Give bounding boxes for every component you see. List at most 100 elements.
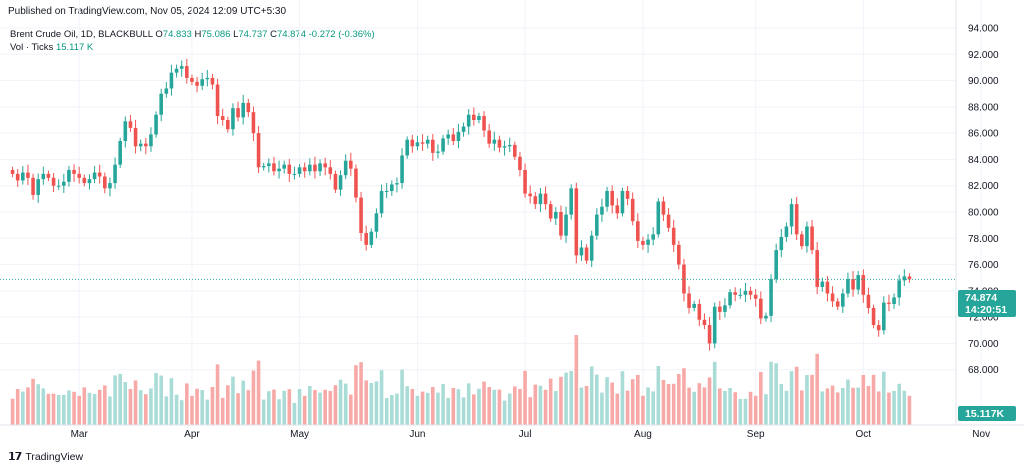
volume-bar [297,389,302,425]
candle-body [702,319,707,326]
price-tick-label: 92.000 [968,50,999,61]
volume-bar [472,394,476,425]
low-value: 74.737 [238,29,268,40]
volume-bar [887,392,891,425]
volume-bar [261,399,266,425]
candle-body [154,114,158,135]
candle-body [851,279,855,290]
volume-bar [518,389,522,425]
candle-body [825,281,830,294]
candle-body [856,275,860,290]
candle-body [759,298,763,319]
volume-bar [328,391,333,425]
candle-body [46,173,51,178]
candle-body [21,172,25,181]
volume-bar [764,394,768,425]
volume-bar [62,394,66,425]
bar-countdown: 14:20:51 [965,304,1007,316]
candle-body [876,325,881,331]
candle-body [159,93,163,115]
time-axis[interactable]: Mar Apr May Jun Jul Aug Sep Oct Nov [71,429,991,440]
ohlc-row: Brent Crude Oil, 1D, BLACKBULL O74.833 H… [10,28,375,41]
volume-bar [677,374,681,425]
footer-brand[interactable]: 𝟭𝟳 TradingView [8,450,83,464]
price-axis[interactable]: 94.000 92.000 90.000 88.000 86.000 84.000 82.0… [968,24,999,377]
last-price-value: 74.874 [965,292,997,304]
candle-body [77,173,81,178]
volume-bar [128,389,133,425]
volume-bar [431,387,435,425]
volume-bar [31,378,35,425]
candle-body [103,176,107,189]
candle-body [451,134,456,142]
volume-bar [661,380,666,425]
candle-body [123,121,128,142]
volume-bar [892,391,896,425]
volume-bar [866,386,871,425]
volume-bar [405,386,409,425]
price-tick-label: 78.000 [968,234,999,245]
candle-body [108,183,112,189]
volume-bar [174,394,179,425]
volume-bar [692,391,696,425]
volume-bar [446,397,450,425]
volume-bar [82,387,87,425]
candle-body [892,297,896,304]
candle-body [564,214,568,236]
symbol-label[interactable]: Brent Crude Oil, 1D, BLACKBULL [10,29,153,40]
candle-body [625,190,630,199]
volume-bar [733,392,737,425]
volume-bar [236,393,240,425]
volume-bar [810,374,814,425]
close-label: C [270,29,277,40]
volume-bar [815,353,819,425]
candle-body [697,304,702,320]
candle-body [805,226,809,247]
volume-bar [36,384,40,425]
candle-body [333,173,338,190]
volume-bar [159,375,163,425]
tradingview-logo-icon: 𝟭𝟳 [8,451,22,463]
candle-body [133,127,138,147]
price-tick-label: 82.000 [968,181,999,192]
volume-bar [856,387,860,425]
volume-bar [902,390,907,425]
volume-bar [538,385,543,425]
candle-body [630,198,635,222]
volume-bar [595,374,599,425]
last-price-tag-background [958,290,1016,317]
candle-body [261,166,266,168]
candle-body [210,77,215,85]
volume-bar [267,391,271,425]
price-tick-label: 76.000 [968,260,999,271]
candle-body [220,116,225,120]
volume-bar [123,382,128,425]
volume-bar [231,376,235,425]
volume-bar [876,391,881,425]
candle-body [487,130,491,144]
candle-body [820,281,825,287]
candle-body [272,163,276,172]
chart-grid [0,0,982,425]
price-tick-label: 72.000 [968,313,999,324]
time-tick-label: Mar [71,429,89,440]
volume-bar [215,364,220,425]
volume-bar [687,387,691,425]
volume-bar [646,387,650,425]
candle-body [518,156,522,170]
time-tick-label: May [290,429,309,440]
candle-body [461,126,466,132]
volume-label[interactable]: Vol · Ticks [10,42,54,53]
price-tick-label: 88.000 [968,102,999,113]
candle-body [374,213,379,232]
candle-body [359,197,363,234]
volume-bar [302,395,307,425]
candle-body [861,275,866,295]
candle-body [431,139,435,153]
volume-bar [456,389,461,425]
candle-body [636,221,640,241]
candle-body [241,102,245,118]
candle-body [267,163,271,166]
volume-bar [492,389,497,425]
